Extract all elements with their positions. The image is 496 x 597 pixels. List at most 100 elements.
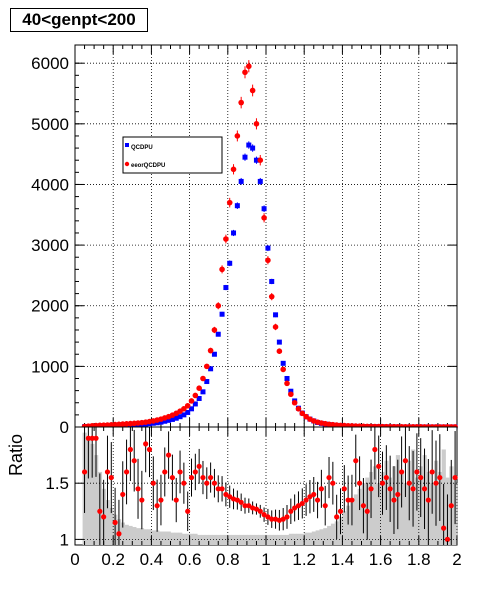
- ratio-point: [261, 512, 267, 518]
- eeorqcdpu-point: [230, 166, 237, 173]
- ratio-point: [425, 497, 431, 503]
- eeorqcdpu-point: [196, 385, 202, 391]
- ratio-point: [192, 469, 198, 475]
- ratio-band-bin: [105, 500, 110, 545]
- ratio-band-bin: [288, 533, 294, 545]
- ratio-band-bin: [174, 532, 179, 545]
- qcdpu-point: [192, 401, 198, 407]
- ratio-point: [295, 503, 302, 509]
- legend: QCDPU eeorQCDPU: [122, 136, 223, 174]
- ratio-point: [97, 508, 103, 514]
- ratio-point: [292, 505, 298, 511]
- ratio-point: [219, 486, 225, 492]
- x-tick-label: 0.6: [178, 550, 202, 569]
- ratio-band-bin: [277, 534, 282, 545]
- eeorqcdpu-point: [257, 157, 264, 164]
- ratio-point: [311, 491, 317, 498]
- ratio-point: [395, 491, 401, 498]
- ratio-y-tick-label: 1.5: [45, 474, 69, 493]
- ratio-band-bin: [323, 528, 328, 545]
- ratio-band-bin: [212, 534, 217, 545]
- qcdpu-point: [169, 416, 175, 422]
- ratio-point: [364, 508, 370, 514]
- eeorqcdpu-point: [215, 302, 222, 309]
- ratio-point: [223, 491, 229, 498]
- x-tick-label: 2: [452, 550, 461, 569]
- ratio-point: [334, 514, 340, 520]
- ratio-point: [185, 508, 191, 514]
- x-tick-label: 0.8: [216, 550, 240, 569]
- ratio-band-bin: [201, 534, 206, 545]
- ratio-point: [406, 480, 412, 486]
- eeorqcdpu-point: [226, 199, 233, 206]
- ratio-point: [418, 474, 424, 481]
- legend-box: [122, 136, 223, 174]
- ratio-point: [204, 480, 210, 486]
- ratio-point: [387, 486, 393, 492]
- ratio-band-bin: [311, 531, 316, 545]
- ratio-point: [227, 494, 233, 500]
- ratio-band-bin: [262, 534, 267, 545]
- ratio-point: [402, 458, 409, 464]
- ratio-band-bin: [155, 530, 160, 545]
- ratio-point: [200, 474, 206, 481]
- qcdpu-point: [276, 339, 282, 345]
- qcdpu-point: [208, 366, 214, 372]
- eeorqcdpu-point: [234, 133, 241, 139]
- qcdpu-point: [162, 418, 168, 424]
- ratio-band-bin: [315, 530, 320, 545]
- ratio-band-bin: [399, 471, 404, 545]
- qcdpu-point: [257, 178, 263, 184]
- qcdpu-point: [269, 278, 275, 284]
- ratio-point: [337, 508, 344, 514]
- ratio-band-bin: [273, 534, 278, 545]
- ratio-band-bin: [319, 529, 324, 545]
- ratio-band-bin: [285, 534, 290, 545]
- ratio-point: [135, 486, 141, 492]
- eeorqcdpu-point: [299, 410, 306, 417]
- ratio-point: [211, 480, 218, 486]
- legend-eeorqcdpu-marker: [124, 161, 130, 167]
- ratio-band-bin: [265, 534, 271, 545]
- eeorqcdpu-point: [261, 215, 267, 221]
- ratio-point: [150, 480, 156, 486]
- eeorqcdpu-point: [242, 69, 248, 76]
- ratio-point: [104, 469, 111, 475]
- ratio-point: [257, 508, 263, 514]
- x-tick-label: 1.2: [292, 550, 316, 569]
- qcdpu-point: [250, 145, 256, 151]
- ratio-point: [414, 469, 420, 475]
- ratio-point: [177, 469, 183, 475]
- ratio-band-bin: [353, 494, 359, 545]
- ratio-point: [127, 446, 133, 453]
- legend-qcdpu-marker: [125, 143, 129, 147]
- ratio-band-bin: [220, 534, 225, 545]
- ratio-point: [452, 474, 458, 481]
- ratio-point: [391, 497, 397, 503]
- qcdpu-point: [242, 154, 248, 160]
- ratio-point: [89, 435, 95, 441]
- ratio-band-bin: [246, 534, 252, 545]
- ratio-band-bin: [346, 505, 351, 545]
- eeorqcdpu-point: [223, 236, 229, 242]
- eeorqcdpu-point: [181, 406, 187, 412]
- ratio-point: [146, 446, 153, 453]
- x-tick-label: 1: [261, 550, 270, 569]
- ratio-band-bin: [304, 532, 309, 545]
- qcdpu-point: [211, 351, 217, 357]
- eeorqcdpu-point: [184, 402, 191, 409]
- eeorqcdpu-point: [211, 327, 218, 333]
- ratio-band-bin: [239, 534, 244, 545]
- ratio-band-bin: [185, 533, 190, 545]
- qcdpu-point: [246, 142, 252, 148]
- ratio-point: [356, 480, 363, 486]
- eeorqcdpu-point: [291, 399, 298, 406]
- ratio-band-bin: [357, 488, 362, 545]
- qcdpu-point: [223, 285, 229, 291]
- ratio-band-bin: [170, 532, 175, 545]
- ratio-point: [85, 435, 91, 441]
- eeorqcdpu-point: [276, 348, 283, 355]
- ratio-band-bin: [189, 533, 194, 545]
- ratio-band-bin: [372, 466, 378, 545]
